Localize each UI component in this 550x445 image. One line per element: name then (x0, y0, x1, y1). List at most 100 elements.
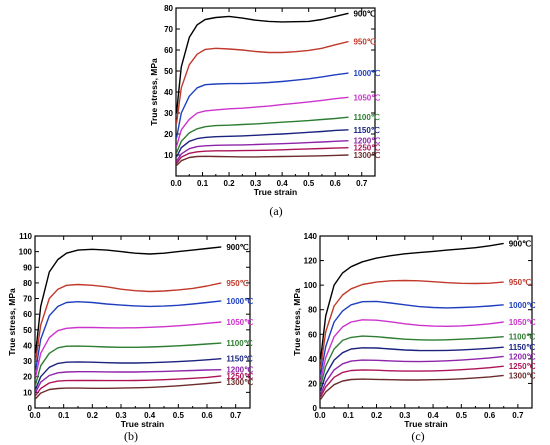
y-axis-title-b: True stress, MPa (7, 288, 17, 356)
series-label-c-2: 1000℃ (509, 301, 536, 310)
y-tick-label-a: 40 (164, 88, 173, 97)
y-tick-label-a: 80 (164, 4, 173, 13)
series-line-a-5 (175, 129, 349, 158)
y-axis-title-a: True stress, MPa (149, 58, 159, 126)
series-line-c-5 (319, 346, 504, 392)
series-line-b-3 (34, 321, 222, 377)
panel-caption-c: (c) (411, 429, 424, 443)
series-label-c-6: 1200℃ (509, 352, 536, 361)
y-tick-label-a: 30 (164, 109, 173, 118)
y-tick-label-b: 30 (23, 357, 32, 366)
x-tick-label-a: 0.1 (197, 179, 209, 188)
y-tick-label-b: 60 (23, 310, 32, 319)
series-line-b-0 (34, 246, 222, 354)
series-label-a-7: 1250℃ (353, 144, 380, 153)
series-label-b-1: 950℃ (226, 279, 248, 288)
series-label-c-1: 950℃ (509, 278, 531, 287)
series-line-c-1 (319, 279, 504, 368)
y-tick-label-c: 40 (308, 355, 317, 364)
series-label-a-2: 1000℃ (353, 69, 380, 78)
y-tick-label-a: 50 (164, 67, 173, 76)
x-tick-label-b: 0.6 (201, 411, 213, 420)
series-label-b-0: 900℃ (226, 243, 248, 252)
series-label-c-8: 1300℃ (509, 371, 536, 380)
series-label-c-0: 900℃ (509, 239, 531, 248)
y-tick-label-c: 20 (308, 379, 317, 388)
x-tick-label-b: 0.3 (115, 411, 127, 420)
y-tick-label-b: 70 (23, 295, 32, 304)
series-label-c-7: 1250℃ (509, 362, 536, 371)
series-line-c-0 (319, 242, 504, 359)
x-tick-label-c: 0.7 (512, 411, 524, 420)
series-line-b-2 (34, 300, 222, 371)
series-label-b-3: 1050℃ (226, 318, 253, 327)
series-label-b-8: 1300℃ (226, 378, 253, 387)
x-tick-label-c: 0.2 (371, 411, 383, 420)
series-line-b-1 (34, 282, 222, 362)
series-line-a-1 (175, 40, 349, 124)
series-label-a-5: 1150℃ (353, 126, 379, 135)
y-tick-label-c: 100 (304, 281, 318, 290)
x-tick-label-a: 0.5 (303, 179, 315, 188)
y-tick-label-b: 10 (23, 388, 32, 397)
x-tick-label-b: 0.2 (87, 411, 99, 420)
plot-frame-b (34, 235, 251, 409)
series-line-b-6 (34, 369, 222, 393)
y-tick-label-b: 90 (23, 263, 32, 272)
x-tick-label-a: 0.6 (330, 179, 342, 188)
series-label-a-1: 950℃ (353, 38, 375, 47)
panel-caption-b: (b) (124, 429, 138, 443)
series-label-c-5: 1150℃ (509, 343, 535, 352)
series-line-b-7 (35, 375, 222, 396)
x-axis-title-b: True strain (121, 419, 164, 429)
x-tick-label-c: 0.1 (343, 411, 355, 420)
y-tick-label-b: 40 (23, 341, 32, 350)
series-line-a-3 (175, 96, 349, 147)
series-label-a-4: 1100℃ (353, 113, 379, 122)
x-tick-label-c: 0.3 (399, 411, 411, 420)
x-tick-label-a: 0.3 (250, 179, 262, 188)
y-tick-label-b: 50 (23, 326, 32, 335)
series-label-c-4: 1100℃ (509, 333, 535, 342)
series-line-b-5 (34, 358, 222, 390)
panel-c: 0.0 0.1 0.2 0.3 0.4 0.5 0.6 0.7 0 20 40 60 80 100 120 1… (292, 232, 536, 429)
series-line-c-7 (319, 365, 504, 398)
x-tick-label-c: 0.5 (456, 411, 468, 420)
series-line-b-4 (34, 342, 222, 385)
panel-a: 0.0 0.1 0.2 0.3 0.4 0.5 0.6 0.7 10 20 30 40 50 60 70 80… (149, 4, 380, 197)
y-tick-label-c: 120 (304, 257, 318, 266)
series-label-b-4: 1100℃ (226, 339, 252, 348)
plot-frame-c (319, 235, 533, 409)
y-tick-label-a: 60 (164, 46, 173, 55)
series-line-a-7 (175, 147, 349, 164)
y-tick-label-c: 80 (308, 306, 317, 315)
series-label-b-2: 1000℃ (226, 297, 253, 306)
x-tick-label-b: 0.7 (230, 411, 242, 420)
y-tick-label-b: 20 (23, 373, 32, 382)
y-tick-label-a: 10 (164, 151, 173, 160)
y-tick-label-c: 0 (313, 404, 318, 413)
series-label-b-6: 1200℃ (226, 366, 253, 375)
x-tick-label-c: 0.4 (428, 411, 440, 420)
x-tick-label-b: 0.1 (58, 411, 70, 420)
series-label-a-6: 1200℃ (353, 137, 380, 146)
x-tick-label-a: 0.7 (356, 179, 368, 188)
panel-b: 0.0 0.1 0.2 0.3 0.4 0.5 0.6 0.7 0 10 20 30 40 50 60 70 8… (7, 232, 253, 429)
y-tick-label-b: 100 (19, 248, 33, 257)
y-tick-label-b: 0 (28, 404, 33, 413)
y-tick-label-a: 70 (164, 25, 173, 34)
series-label-a-3: 1050℃ (353, 93, 380, 102)
series-label-a-8: 1300℃ (353, 151, 380, 160)
series-line-c-6 (319, 355, 504, 395)
x-tick-label-b: 0.5 (173, 411, 185, 420)
series-line-c-2 (319, 300, 504, 375)
series-line-c-4 (319, 335, 504, 387)
series-line-a-2 (175, 72, 349, 139)
x-tick-label-a: 0.4 (277, 179, 289, 188)
y-axis-title-c: True stress, MPa (292, 288, 302, 356)
series-line-b-8 (35, 381, 222, 400)
series-line-a-8 (176, 154, 349, 166)
y-tick-label-b: 80 (23, 279, 32, 288)
series-line-a-4 (175, 116, 349, 154)
